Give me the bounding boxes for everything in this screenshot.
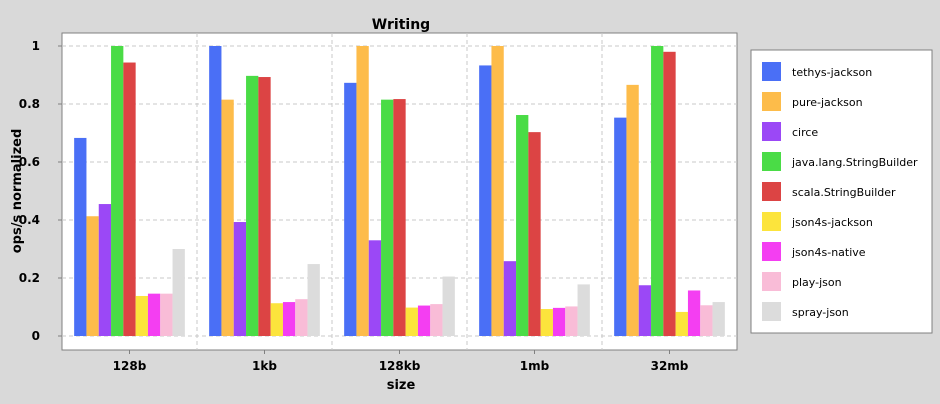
bar-play-json — [700, 305, 713, 336]
bar-tethys-jackson — [74, 137, 87, 336]
bar-java-lang-stringbuilder — [651, 46, 664, 336]
bar-spray-json — [307, 264, 320, 336]
legend-swatch — [762, 242, 781, 261]
bar-json4s-jackson — [270, 303, 283, 336]
legend-swatch — [762, 212, 781, 231]
y-tick-label: 0 — [32, 329, 40, 343]
bar-tethys-jackson — [479, 65, 492, 337]
x-tick-label: 1mb — [520, 359, 550, 373]
legend-swatch — [762, 302, 781, 321]
bar-circe — [368, 240, 382, 336]
bar-pure-jackson — [221, 99, 234, 337]
bar-pure-jackson — [356, 46, 369, 336]
legend-label: java.lang.StringBuilder — [791, 156, 918, 169]
legend-label: json4s-jackson — [791, 216, 873, 229]
legend-label: circe — [792, 126, 818, 139]
bar-pure-jackson — [626, 84, 639, 336]
bar-json4s-native — [552, 307, 566, 336]
bar-spray-json — [712, 302, 725, 336]
bar-play-json — [430, 304, 443, 336]
y-axis-label: ops/s normalized — [10, 129, 25, 254]
legend-swatch — [762, 152, 781, 171]
legend-swatch — [762, 92, 781, 111]
bar-scala-stringbuilder — [123, 62, 136, 336]
legend-swatch — [762, 122, 781, 141]
bar-json4s-jackson — [540, 309, 553, 336]
bar-scala-stringbuilder — [663, 51, 676, 337]
legend-label: json4s-native — [791, 246, 866, 259]
bar-java-lang-stringbuilder — [381, 99, 394, 337]
bar-tethys-jackson — [614, 117, 627, 336]
bar-java-lang-stringbuilder — [246, 75, 259, 337]
bar-json4s-jackson — [675, 311, 688, 336]
axes: 0 0.2 0.4 0.6 0.8 1 128b 1kb 128kb 1mb 32mb — [19, 39, 689, 373]
bar-play-json — [160, 293, 173, 336]
bar-play-json — [295, 299, 308, 336]
bar-pure-jackson — [86, 216, 99, 336]
x-tick-label: 128kb — [379, 359, 421, 373]
bar-spray-json — [577, 284, 590, 336]
bar-json4s-native — [282, 302, 296, 336]
legend-label: spray-json — [792, 306, 849, 319]
bar-tethys-jackson — [344, 82, 357, 336]
bar-pure-jackson — [491, 46, 504, 336]
bar-play-json — [565, 306, 578, 336]
legend: tethys-jackson pure-jackson circe java.lang… — [750, 49, 933, 334]
x-tick-label: 1kb — [252, 359, 277, 373]
y-tick-label: 0.4 — [19, 213, 40, 227]
bars — [74, 46, 725, 337]
bar-json4s-jackson — [405, 307, 418, 336]
bar-spray-json — [442, 276, 455, 336]
bar-json4s-native — [417, 305, 431, 336]
bar-circe — [503, 261, 517, 336]
bar-scala-stringbuilder — [393, 99, 406, 336]
bar-circe — [638, 285, 652, 336]
y-tick-label: 0.6 — [19, 155, 40, 169]
legend-label: play-json — [792, 276, 842, 289]
y-tick-label: 0.2 — [19, 271, 40, 285]
bar-tethys-jackson — [209, 46, 222, 336]
legend-swatch — [762, 272, 781, 291]
y-tick-label: 1 — [32, 39, 40, 53]
x-tick-label: 128b — [113, 359, 147, 373]
bar-circe — [98, 204, 112, 336]
bar-json4s-native — [687, 290, 701, 336]
x-tick-label: 32mb — [651, 359, 689, 373]
legend-box — [750, 49, 933, 334]
bar-circe — [233, 222, 247, 336]
legend-label: scala.StringBuilder — [792, 186, 896, 199]
legend-swatch — [762, 182, 781, 201]
y-tick-label: 0.8 — [19, 97, 40, 111]
bar-java-lang-stringbuilder — [516, 115, 529, 337]
chart-title: Writing — [372, 17, 430, 33]
bar-json4s-jackson — [135, 295, 148, 336]
legend-label: pure-jackson — [792, 96, 863, 109]
bar-spray-json — [172, 249, 185, 336]
bar-scala-stringbuilder — [258, 77, 271, 336]
bar-scala-stringbuilder — [528, 132, 541, 336]
legend-swatch — [762, 62, 781, 81]
bar-java-lang-stringbuilder — [111, 46, 124, 336]
legend-label: tethys-jackson — [792, 66, 872, 79]
x-axis-label: size — [387, 378, 416, 393]
bar-json4s-native — [147, 293, 161, 336]
